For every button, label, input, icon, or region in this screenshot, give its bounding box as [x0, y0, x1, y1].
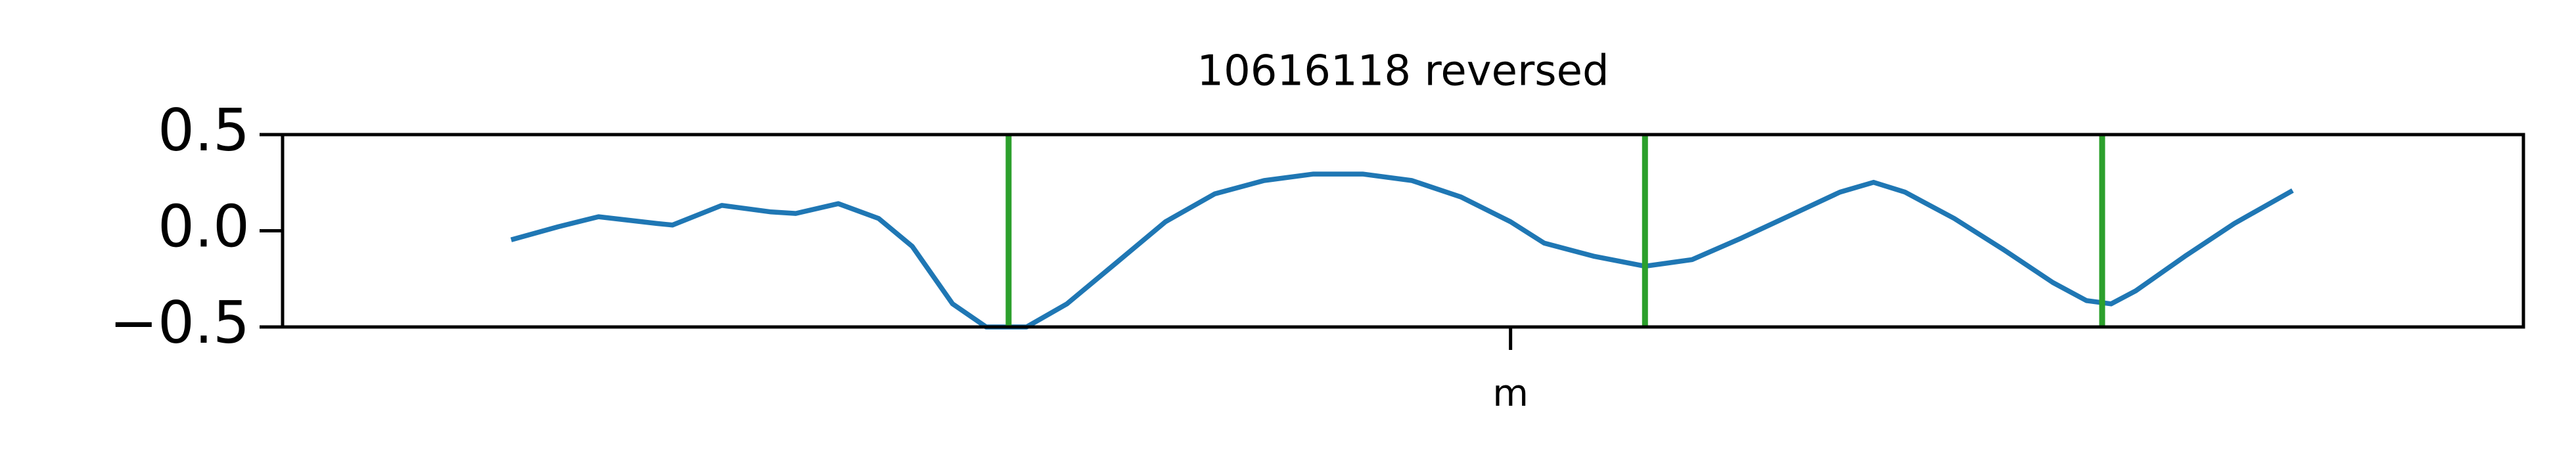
y-tick-label: 0.0	[158, 192, 250, 260]
y-tick-label: −0.5	[109, 289, 250, 357]
data-line	[510, 171, 2294, 330]
x-tick-label: m	[1492, 372, 1529, 415]
y-tick-label: 0.5	[158, 97, 250, 164]
plot-frame	[281, 133, 2525, 329]
chart-title: 10616118 reversed	[1197, 47, 1609, 96]
